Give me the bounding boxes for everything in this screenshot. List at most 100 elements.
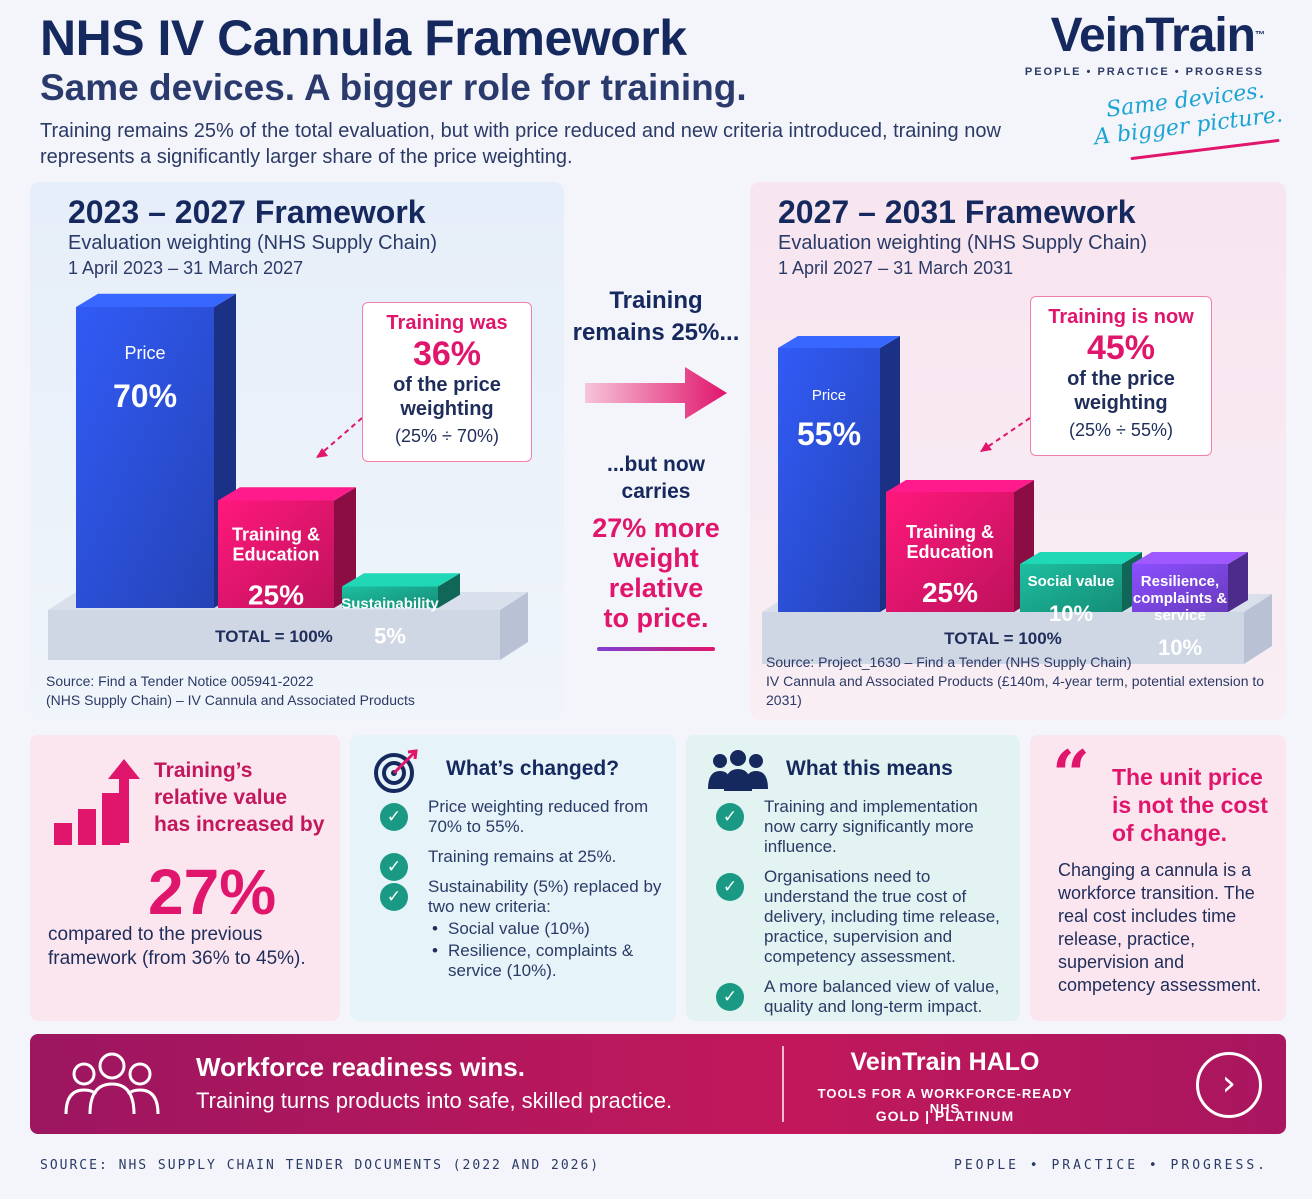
bar-value-label: 10%: [1158, 635, 1202, 660]
footer-source: SOURCE: NHS SUPPLY CHAIN TENDER DOCUMENT…: [40, 1158, 601, 1173]
banner-tagline: TOOLS FOR A WORKFORCE-READY NHS: [817, 1086, 1073, 1116]
callout-pointer: [315, 417, 363, 459]
bar-value-label: 5%: [374, 624, 406, 649]
logo-tagline: PEOPLE • PRACTICE • PROGRESS: [1024, 66, 1264, 78]
bar-category-label: Social value: [1028, 573, 1115, 590]
bar-top: [886, 480, 1034, 492]
banner-brand: VeinTrain HALO: [850, 1048, 1040, 1076]
panel-title: 2023 – 2027 Framework: [68, 194, 426, 230]
panel-source: Source: Find a Tender Notice 005941-2022…: [46, 672, 415, 710]
panel-title: 2027 – 2031 Framework: [778, 194, 1136, 230]
callout-desc-line1: of the price: [1067, 368, 1175, 390]
chart-total-label: TOTAL = 100%: [944, 629, 1062, 648]
bar-category-label: Education: [906, 542, 993, 562]
handwritten-note: Same devices. A bigger picture.: [1090, 77, 1285, 152]
means-list: ✓ Training and implementation now carry s…: [716, 797, 1012, 1027]
callout-pointer-head: [980, 442, 992, 452]
increase-value: 27%: [148, 856, 277, 928]
callout-formula: (25% ÷ 70%): [395, 426, 499, 446]
source-line1: Source: Find a Tender Notice 005941-2022: [46, 673, 314, 689]
bar-value-label: 25%: [248, 579, 304, 610]
chart-platform-side: [1244, 594, 1272, 664]
logo: VeinTrain™ PEOPLE • PRACTICE • PROGRESS: [1024, 8, 1265, 78]
bar-side: [438, 573, 460, 608]
source-line2: (NHS Supply Chain) – IV Cannula and Asso…: [46, 692, 415, 708]
check-icon: ✓: [716, 983, 744, 1011]
middle-top-line2: remains 25%...: [572, 319, 740, 346]
middle-highlight-line3: relative: [608, 573, 704, 603]
middle-note-line2: carries: [621, 480, 691, 503]
card-what-this-means: What this means ✓ Training and implementa…: [686, 735, 1020, 1021]
check-icon: ✓: [380, 853, 408, 881]
chart-platform-front: [762, 612, 1244, 664]
middle-highlight-line1: 27% more: [592, 513, 720, 543]
bar-category-label: Resilience,: [1141, 573, 1219, 590]
target-icon: [374, 749, 418, 793]
chart-bar: [1132, 564, 1228, 612]
quote-body: Changing a cannula is a workforce transi…: [1058, 860, 1262, 995]
quote-heading: The unit price is not the cost of change…: [1112, 764, 1268, 846]
bar-top: [342, 573, 460, 587]
increase-foot-line1: compared to the previous: [48, 924, 263, 945]
bar-value-label: 10%: [1049, 601, 1093, 626]
bar-category-label: Education: [232, 544, 319, 564]
increase-head-line2: relative value: [154, 786, 288, 809]
middle-comparison: Training remains 25%... ...but now carri…: [566, 285, 746, 651]
bar-value-label: 25%: [922, 577, 978, 608]
page-title: NHS IV Cannula Framework: [40, 10, 687, 66]
sub-bullet: Resilience, complaints & service (10%).: [428, 941, 670, 981]
bar-top: [218, 487, 356, 501]
callout-label: Training is now: [1048, 306, 1194, 328]
bar-value-label: 55%: [797, 416, 861, 452]
callout-training-is-now: Training is now 45% of the price weighti…: [1030, 296, 1212, 456]
panel-dates: 1 April 2027 – 31 March 2031: [778, 258, 1014, 278]
callout-formula: (25% ÷ 55%): [1069, 420, 1173, 440]
list-item: ✓ Training remains at 25%.: [380, 847, 670, 881]
panel-dates: 1 April 2023 – 31 March 2027: [68, 258, 304, 278]
bar-category-label: Price: [812, 387, 846, 404]
chart-bar: [76, 307, 214, 608]
callout-pointer-head: [316, 448, 328, 458]
chart-2023-2027: TOTAL = 100% Price 70% Training &Education 2…: [48, 293, 528, 660]
page-description: Training remains 25% of the total evalua…: [40, 120, 1001, 168]
card-relative-increase: Training’s relative value has increased …: [30, 735, 340, 1021]
panel-2027-2031: 2027 – 2031 Framework Evaluation weighti…: [750, 182, 1286, 720]
chart-bar: [342, 586, 438, 608]
panel-subtitle: Evaluation weighting (NHS Supply Chain): [778, 232, 1148, 254]
bar-side: [1228, 552, 1248, 612]
callout-training-was: Training was 36% of the price weighting …: [362, 302, 532, 462]
quote-icon: “: [1052, 736, 1090, 814]
trend-up-chart-icon: [54, 759, 140, 845]
bar-category-label: complaints &: [1133, 590, 1227, 607]
chart-bar: [1020, 564, 1122, 612]
right-arrow-icon: [585, 367, 727, 419]
callout-label: Training was: [386, 312, 508, 334]
changes-list: ✓ Price weighting reduced from 70% to 55%…: [380, 797, 670, 991]
banner-subtitle: Training turns products into safe, skill…: [196, 1088, 673, 1113]
card-quote: “ The unit price is not the cost of chan…: [1030, 735, 1286, 1021]
chart-bar: [778, 348, 880, 612]
bar-top: [1020, 552, 1142, 564]
source-line1: Source: Project_1630 – Find a Tender (NH…: [766, 654, 1132, 670]
card-whats-changed: What’s changed? ✓ Price weighting reduced…: [350, 735, 676, 1021]
increase-head-line3: has increased by: [154, 813, 325, 836]
footer-tagline: PEOPLE • PRACTICE • PROGRESS.: [954, 1158, 1268, 1173]
chart-bar: [218, 500, 334, 608]
logo-name: VeinTrain: [1050, 9, 1256, 62]
bar-value-label: 70%: [113, 378, 177, 414]
chevron-right-icon[interactable]: ›: [1196, 1052, 1262, 1118]
chart-platform-side: [500, 592, 528, 660]
callout-desc-line2: weighting: [400, 398, 494, 420]
bar-top: [76, 293, 236, 307]
bar-top: [778, 336, 900, 348]
panel-source: Source: Project_1630 – Find a Tender (NH…: [766, 653, 1286, 710]
bar-top: [1132, 552, 1248, 564]
bar-category-label: Sustainability: [341, 596, 439, 613]
list-item: ✓ Organisations need to understand the tr…: [716, 867, 1012, 967]
bar-category-label: Training &: [906, 522, 994, 542]
panel-2023-2027: 2023 – 2027 Framework Evaluation weighti…: [30, 182, 564, 720]
callout-desc-line2: weighting: [1074, 392, 1168, 414]
middle-highlight-line2: weight: [613, 543, 699, 573]
banner-divider: [782, 1046, 784, 1122]
banner-tiers: GOLD | PLATINUM: [875, 1108, 1015, 1124]
